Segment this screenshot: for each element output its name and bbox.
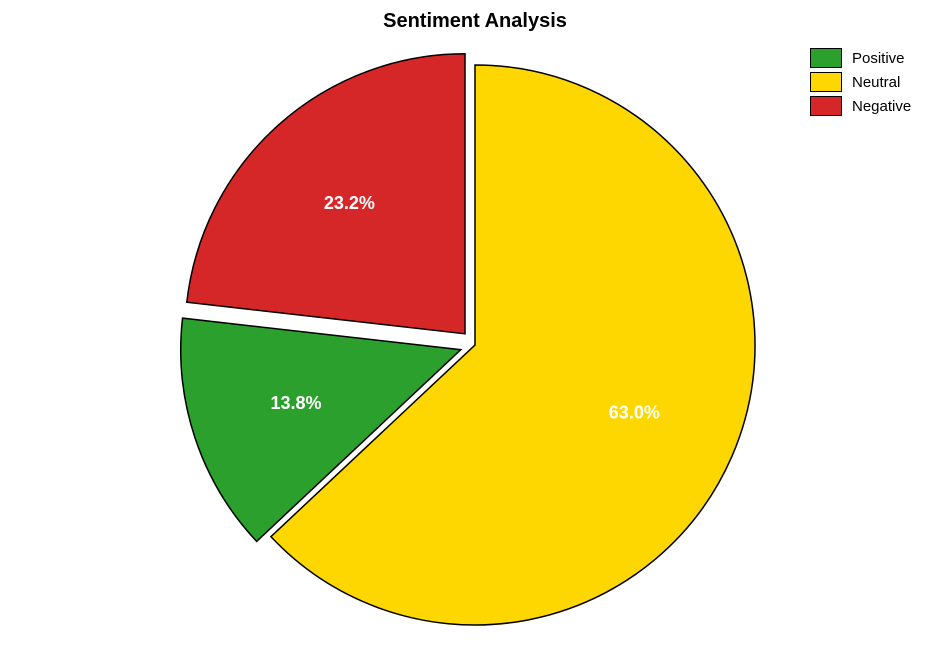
legend: Positive Neutral Negative [810,48,911,120]
pie-chart: 23.2% 13.8% 63.0% [0,0,950,662]
legend-swatch [810,48,842,68]
legend-item-positive: Positive [810,48,911,68]
legend-item-neutral: Neutral [810,72,911,92]
legend-swatch [810,96,842,116]
slice-label-positive: 13.8% [270,393,321,413]
legend-label: Positive [852,50,905,67]
legend-swatch [810,72,842,92]
chart-title: Sentiment Analysis [383,10,567,33]
legend-label: Negative [852,98,911,115]
legend-label: Neutral [852,74,900,91]
slice-label-neutral: 63.0% [609,403,660,423]
legend-item-negative: Negative [810,96,911,116]
slice-label-negative: 23.2% [324,193,375,213]
